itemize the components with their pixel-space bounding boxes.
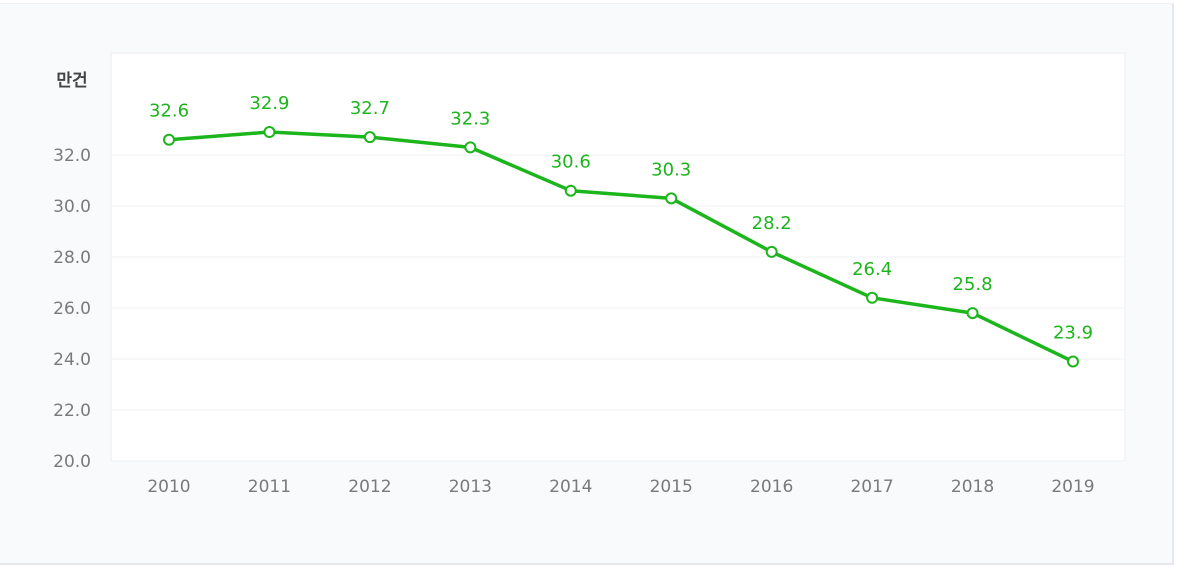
data-label: 25.8	[953, 274, 993, 295]
data-points	[163, 126, 1079, 368]
data-label: 32.7	[350, 98, 390, 119]
y-tick-label: 20.0	[53, 452, 91, 472]
x-axis-ticks: 2010 2011 2012 2013 2014 2015 2016 2017 2018 2019	[147, 477, 1094, 497]
data-label: 26.4	[852, 259, 892, 280]
data-point[interactable]	[464, 141, 477, 154]
gridlines	[111, 154, 1125, 462]
data-point[interactable]	[765, 245, 778, 258]
x-tick-label: 2010	[147, 477, 190, 497]
data-label: 30.6	[551, 152, 591, 173]
data-point[interactable]	[163, 133, 175, 146]
data-label: 28.2	[752, 213, 792, 234]
data-point[interactable]	[363, 131, 376, 144]
y-tick-label: 22.0	[53, 401, 91, 421]
x-tick-label: 2018	[951, 477, 994, 497]
data-point[interactable]	[966, 307, 979, 320]
y-tick-label: 26.0	[53, 299, 91, 319]
x-tick-label: 2011	[248, 477, 291, 497]
series-line	[167, 130, 1075, 364]
x-tick-label: 2015	[650, 477, 693, 497]
data-label: 32.6	[149, 101, 189, 122]
y-tick-label: 32.0	[53, 146, 91, 166]
y-axis-unit-label: 만건	[56, 71, 87, 91]
data-point[interactable]	[665, 192, 678, 205]
data-label: 32.9	[249, 93, 289, 114]
data-point[interactable]	[1067, 355, 1079, 368]
x-tick-label: 2014	[549, 477, 592, 497]
y-tick-label: 28.0	[53, 248, 91, 268]
data-labels: 32.6 32.9 32.7 32.3 30.6 30.3 28.2 26.4 25.8 23.9	[149, 93, 1093, 343]
data-point[interactable]	[866, 291, 879, 304]
data-label: 30.3	[651, 159, 691, 180]
x-tick-label: 2017	[850, 477, 893, 497]
x-tick-label: 2012	[348, 477, 391, 497]
y-axis-ticks: 20.0 22.0 24.0 26.0 28.0 30.0 32.0	[53, 146, 91, 472]
y-tick-label: 30.0	[53, 197, 91, 217]
y-tick-label: 24.0	[53, 350, 91, 370]
x-tick-label: 2016	[750, 477, 793, 497]
data-point[interactable]	[564, 184, 577, 197]
data-label: 23.9	[1053, 323, 1093, 344]
x-tick-label: 2019	[1051, 477, 1094, 497]
data-label: 32.3	[450, 108, 490, 129]
data-point[interactable]	[263, 126, 276, 139]
x-tick-label: 2013	[449, 477, 492, 497]
